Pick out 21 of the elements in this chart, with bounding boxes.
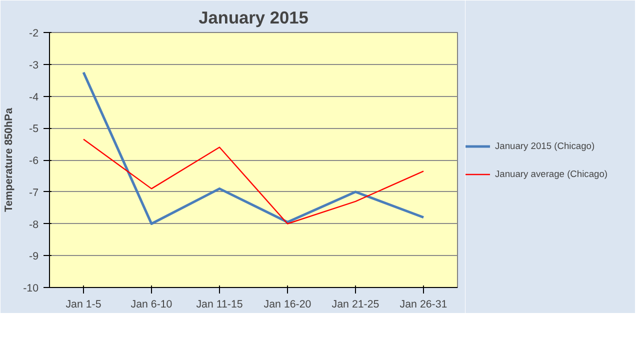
y-tick-label: -6 [29, 155, 39, 167]
chart-title: January 2015 [198, 8, 309, 28]
line-series [82, 138, 424, 224]
y-tick-label: -9 [29, 250, 39, 263]
y-tick-label: -4 [29, 91, 39, 104]
line-series [82, 71, 425, 225]
y-tick-label: -5 [29, 123, 39, 136]
x-tick-label: Jan 1-5 [66, 298, 102, 310]
y-tick-label: -2 [29, 28, 39, 40]
x-tick-label: Jan 26-31 [400, 298, 448, 310]
y-tick-label: -10 [23, 282, 39, 294]
x-tick-label: Jan 6-10 [130, 298, 172, 310]
legend-label: January 2015 (Chicago) [495, 140, 595, 150]
y-tick-label: -3 [29, 59, 39, 72]
y-axis-title: Temperature 850hPa [3, 108, 16, 212]
y-tick-label: -7 [29, 186, 39, 199]
x-tick-label: Jan 21-25 [332, 298, 380, 310]
x-tick-label: Jan 11-15 [196, 298, 243, 310]
y-tick-label: -8 [29, 218, 39, 231]
legend-label: January average (Chicago) [495, 168, 608, 178]
x-tick-label: Jan 16-20 [264, 298, 312, 310]
